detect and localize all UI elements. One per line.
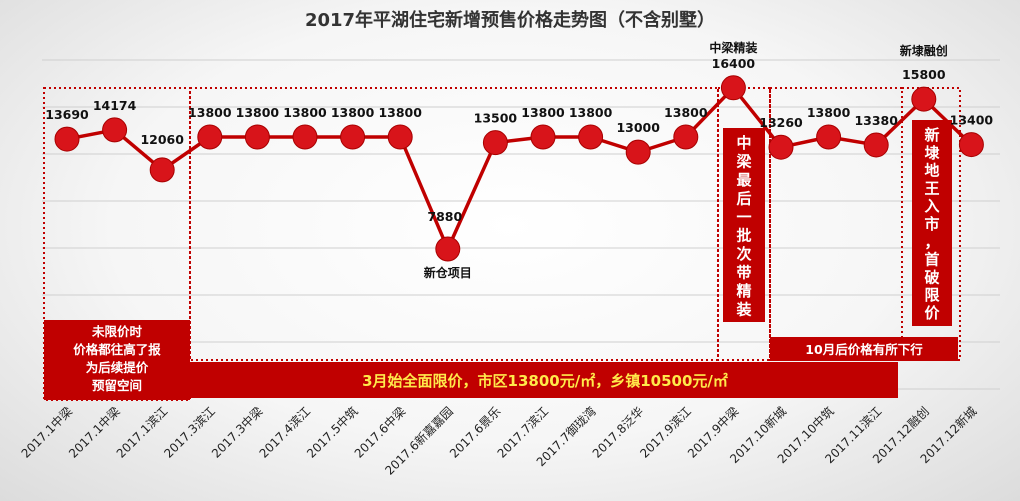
box-rongchuang-char: 新: [924, 126, 939, 144]
box-unrestricted-text: 预留空间: [92, 378, 142, 393]
box-zhongliang-char: 精: [736, 282, 751, 300]
box-zhongliang-char: 最: [736, 171, 752, 189]
box-rongchuang-char: ，: [924, 233, 939, 251]
box-rongchuang-char: 破: [924, 268, 939, 286]
data-label: 13260: [759, 115, 803, 130]
box-zhongliang-char: 批: [736, 227, 751, 245]
data-label: 13800: [521, 105, 565, 120]
data-label: 13800: [188, 105, 232, 120]
box-rongchuang-char: 地: [924, 162, 939, 180]
data-point: [863, 132, 889, 158]
data-point: [625, 139, 651, 165]
data-point: [387, 124, 413, 150]
data-point: [482, 130, 508, 156]
data-point: [673, 124, 699, 150]
data-label: 13000: [616, 120, 660, 135]
chart-title: 2017年平湖住宅新增预售价格走势图（不含别墅）: [305, 9, 715, 31]
box-zhongliang-char: 一: [736, 208, 751, 226]
box-unrestricted-text: 为后续提价: [86, 360, 149, 375]
box-zhongliang-char: 装: [735, 301, 752, 319]
box-zhongliang: [723, 128, 765, 322]
data-point: [54, 126, 80, 152]
data-label: 13800: [331, 105, 375, 120]
data-label: 13690: [45, 107, 89, 122]
box-rongchuang-char: 市: [924, 215, 939, 233]
data-point: [102, 117, 128, 143]
data-point: [149, 157, 175, 183]
annotation-xincang: 新仓项目: [424, 265, 472, 280]
data-label: 13380: [854, 113, 898, 128]
data-point: [720, 75, 746, 101]
box-zhongliang-char: 后: [736, 190, 751, 208]
data-label: 13800: [664, 105, 708, 120]
data-point: [530, 124, 556, 150]
data-point: [816, 124, 842, 150]
box-rongchuang-char: 王: [924, 179, 939, 197]
box-rongchuang-char: 首: [924, 251, 939, 269]
data-point: [435, 236, 461, 262]
data-label: 13800: [807, 105, 851, 120]
data-label: 13800: [569, 105, 613, 120]
box-october-text: 10月后价格有所下行: [805, 342, 923, 357]
data-label: 13800: [283, 105, 327, 120]
data-point: [578, 124, 604, 150]
box-unrestricted-text: 未限价时: [91, 324, 143, 339]
gridlines: [42, 59, 1000, 390]
data-point: [292, 124, 318, 150]
box-price-cap: [190, 362, 898, 398]
box-rongchuang-char: 价: [924, 304, 940, 322]
data-point: [244, 124, 270, 150]
data-label: 7880: [427, 209, 462, 224]
data-label: 13500: [474, 111, 518, 126]
data-label: 15800: [902, 67, 946, 82]
box-rongchuang-char: 入: [924, 197, 939, 215]
box-october: [770, 337, 958, 361]
box-zhongliang-char: 次: [736, 245, 751, 263]
data-point: [958, 132, 984, 158]
box-unrestricted-text: 价格都往高了报: [73, 342, 161, 357]
annotation-zhongliang: 中梁精装: [709, 40, 757, 55]
box-zhongliang-char: 带: [736, 264, 751, 282]
box-rongchuang-char: 埭: [924, 144, 939, 162]
data-label: 16400: [712, 56, 756, 71]
box-zhongliang-char: 梁: [735, 153, 752, 171]
data-point: [197, 124, 223, 150]
series-line: [54, 75, 984, 262]
data-point: [340, 124, 366, 150]
data-label: 14174: [93, 98, 137, 113]
annotation-rongchuang: 新埭融创: [900, 43, 948, 58]
data-label: 13800: [236, 105, 280, 120]
data-point: [911, 86, 937, 112]
box-zhongliang-char: 中: [736, 134, 751, 152]
data-label: 12060: [140, 132, 184, 147]
box-unrestricted: [44, 320, 190, 400]
box-rongchuang: [912, 120, 952, 326]
data-label: 13800: [378, 105, 422, 120]
box-price-cap-text: 3月始全面限价，市区13800元/㎡，乡镇10500元/㎡: [362, 372, 728, 390]
category-labels: 2017.1中梁2017.1中梁2017.1滨江2017.3滨江2017.3中梁…: [18, 404, 980, 478]
data-label: 13400: [950, 113, 994, 128]
data-point: [768, 134, 794, 160]
box-rongchuang-char: 限: [924, 286, 939, 304]
